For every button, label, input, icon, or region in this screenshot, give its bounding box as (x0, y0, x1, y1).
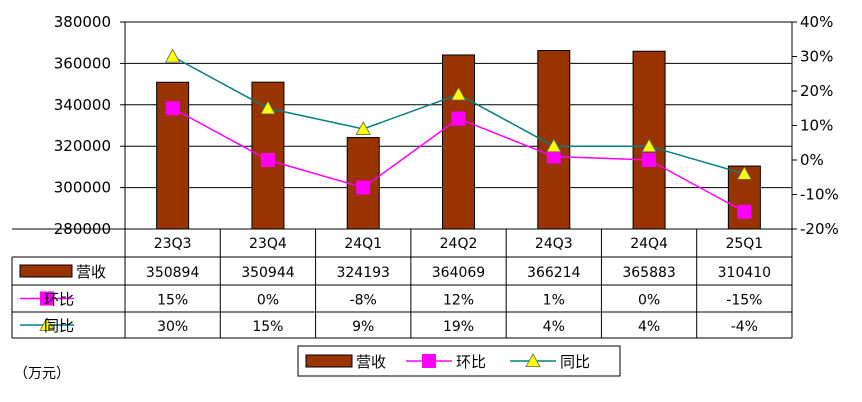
legend-label: 环比 (456, 353, 486, 371)
table-cell: 9% (352, 319, 374, 335)
table-cell: 15% (252, 319, 283, 335)
legend-key-marker (39, 317, 55, 332)
mom-point (642, 153, 657, 167)
table-row-label: 同比 (44, 317, 74, 335)
table-cell: 350944 (241, 265, 295, 281)
category-label: 25Q1 (725, 236, 763, 252)
yoy-point (641, 138, 657, 153)
right-axis-tick-label: 40% (800, 13, 833, 31)
table-cell: 12% (443, 293, 474, 309)
mom-point (546, 149, 561, 164)
table-cell: 19% (443, 319, 474, 335)
table-row-label: 营收 (76, 263, 106, 281)
table-cell: -4% (731, 319, 758, 335)
legend-key-bar (19, 264, 73, 278)
table-cell: 310410 (718, 265, 771, 281)
yoy-point (450, 86, 467, 101)
unit-label: （万元） (14, 366, 70, 382)
mom-point (165, 101, 180, 116)
revenue-bars (156, 50, 761, 230)
left-axis-tick-label: 300000 (54, 179, 111, 197)
right-axis-tick-label: 20% (800, 82, 833, 100)
table-cell: 15% (157, 293, 188, 309)
revenue-bar (442, 54, 475, 230)
yoy-point (736, 165, 753, 180)
table-cell: 366214 (527, 265, 581, 281)
ratio-lines (164, 48, 753, 219)
table-cell: 4% (638, 319, 660, 335)
table-cell: 324193 (336, 265, 389, 281)
table-cell: -8% (350, 293, 377, 309)
table-cell: -15% (726, 293, 762, 309)
yoy-point (260, 100, 276, 115)
data-table: 23Q3 23Q4 24Q1 24Q2 24Q3 24Q4 25Q1 营收 350894 3509… (11, 228, 793, 339)
left-axis-tick-label: 380000 (54, 13, 111, 31)
table-cell: 0% (638, 293, 660, 309)
table-cell: 364069 (432, 265, 485, 281)
right-axis-tick-label: 30% (800, 48, 833, 66)
legend-label: 营收 (356, 353, 386, 371)
category-label: 24Q1 (344, 236, 382, 252)
mom-point (451, 111, 466, 126)
legend-key-marker (422, 354, 436, 368)
right-axis-tick-label: -10% (800, 186, 839, 204)
right-axis-tick-label: 0% (800, 151, 824, 169)
yoy-point (546, 138, 562, 153)
table-row-label: 环比 (44, 291, 74, 309)
legend-label: 同比 (560, 353, 590, 371)
table-cell: 350894 (146, 265, 200, 281)
left-axis-tick-label: 320000 (54, 137, 111, 155)
mom-point (737, 204, 752, 219)
category-label: 24Q4 (630, 236, 668, 252)
table-cell: 365883 (622, 265, 675, 281)
mom-point (260, 153, 275, 167)
table-cell: 30% (157, 319, 188, 335)
right-axis-tick-label: -20% (800, 220, 839, 238)
right-axis-tick-label: 10% (800, 117, 833, 135)
table-cell: 1% (543, 293, 565, 309)
legend-key-marker (40, 291, 54, 306)
left-axis-tick-label: 360000 (54, 54, 111, 72)
table-cell: 4% (543, 319, 565, 335)
legend: 营收 环比 同比 (297, 345, 621, 377)
category-label: 24Q2 (440, 236, 478, 252)
yoy-point (164, 48, 181, 63)
category-label: 23Q3 (154, 236, 192, 252)
legend-key-marker (525, 353, 541, 368)
mom-point (356, 180, 371, 195)
table-cell: 0% (257, 293, 279, 309)
axes: 280000300000320000340000360000380000-20%… (54, 13, 839, 238)
left-axis-tick-label: 340000 (54, 96, 111, 114)
category-label: 24Q3 (535, 236, 573, 252)
category-label: 23Q4 (249, 236, 287, 252)
yoy-point (355, 121, 371, 135)
legend-key-bar (305, 354, 353, 368)
